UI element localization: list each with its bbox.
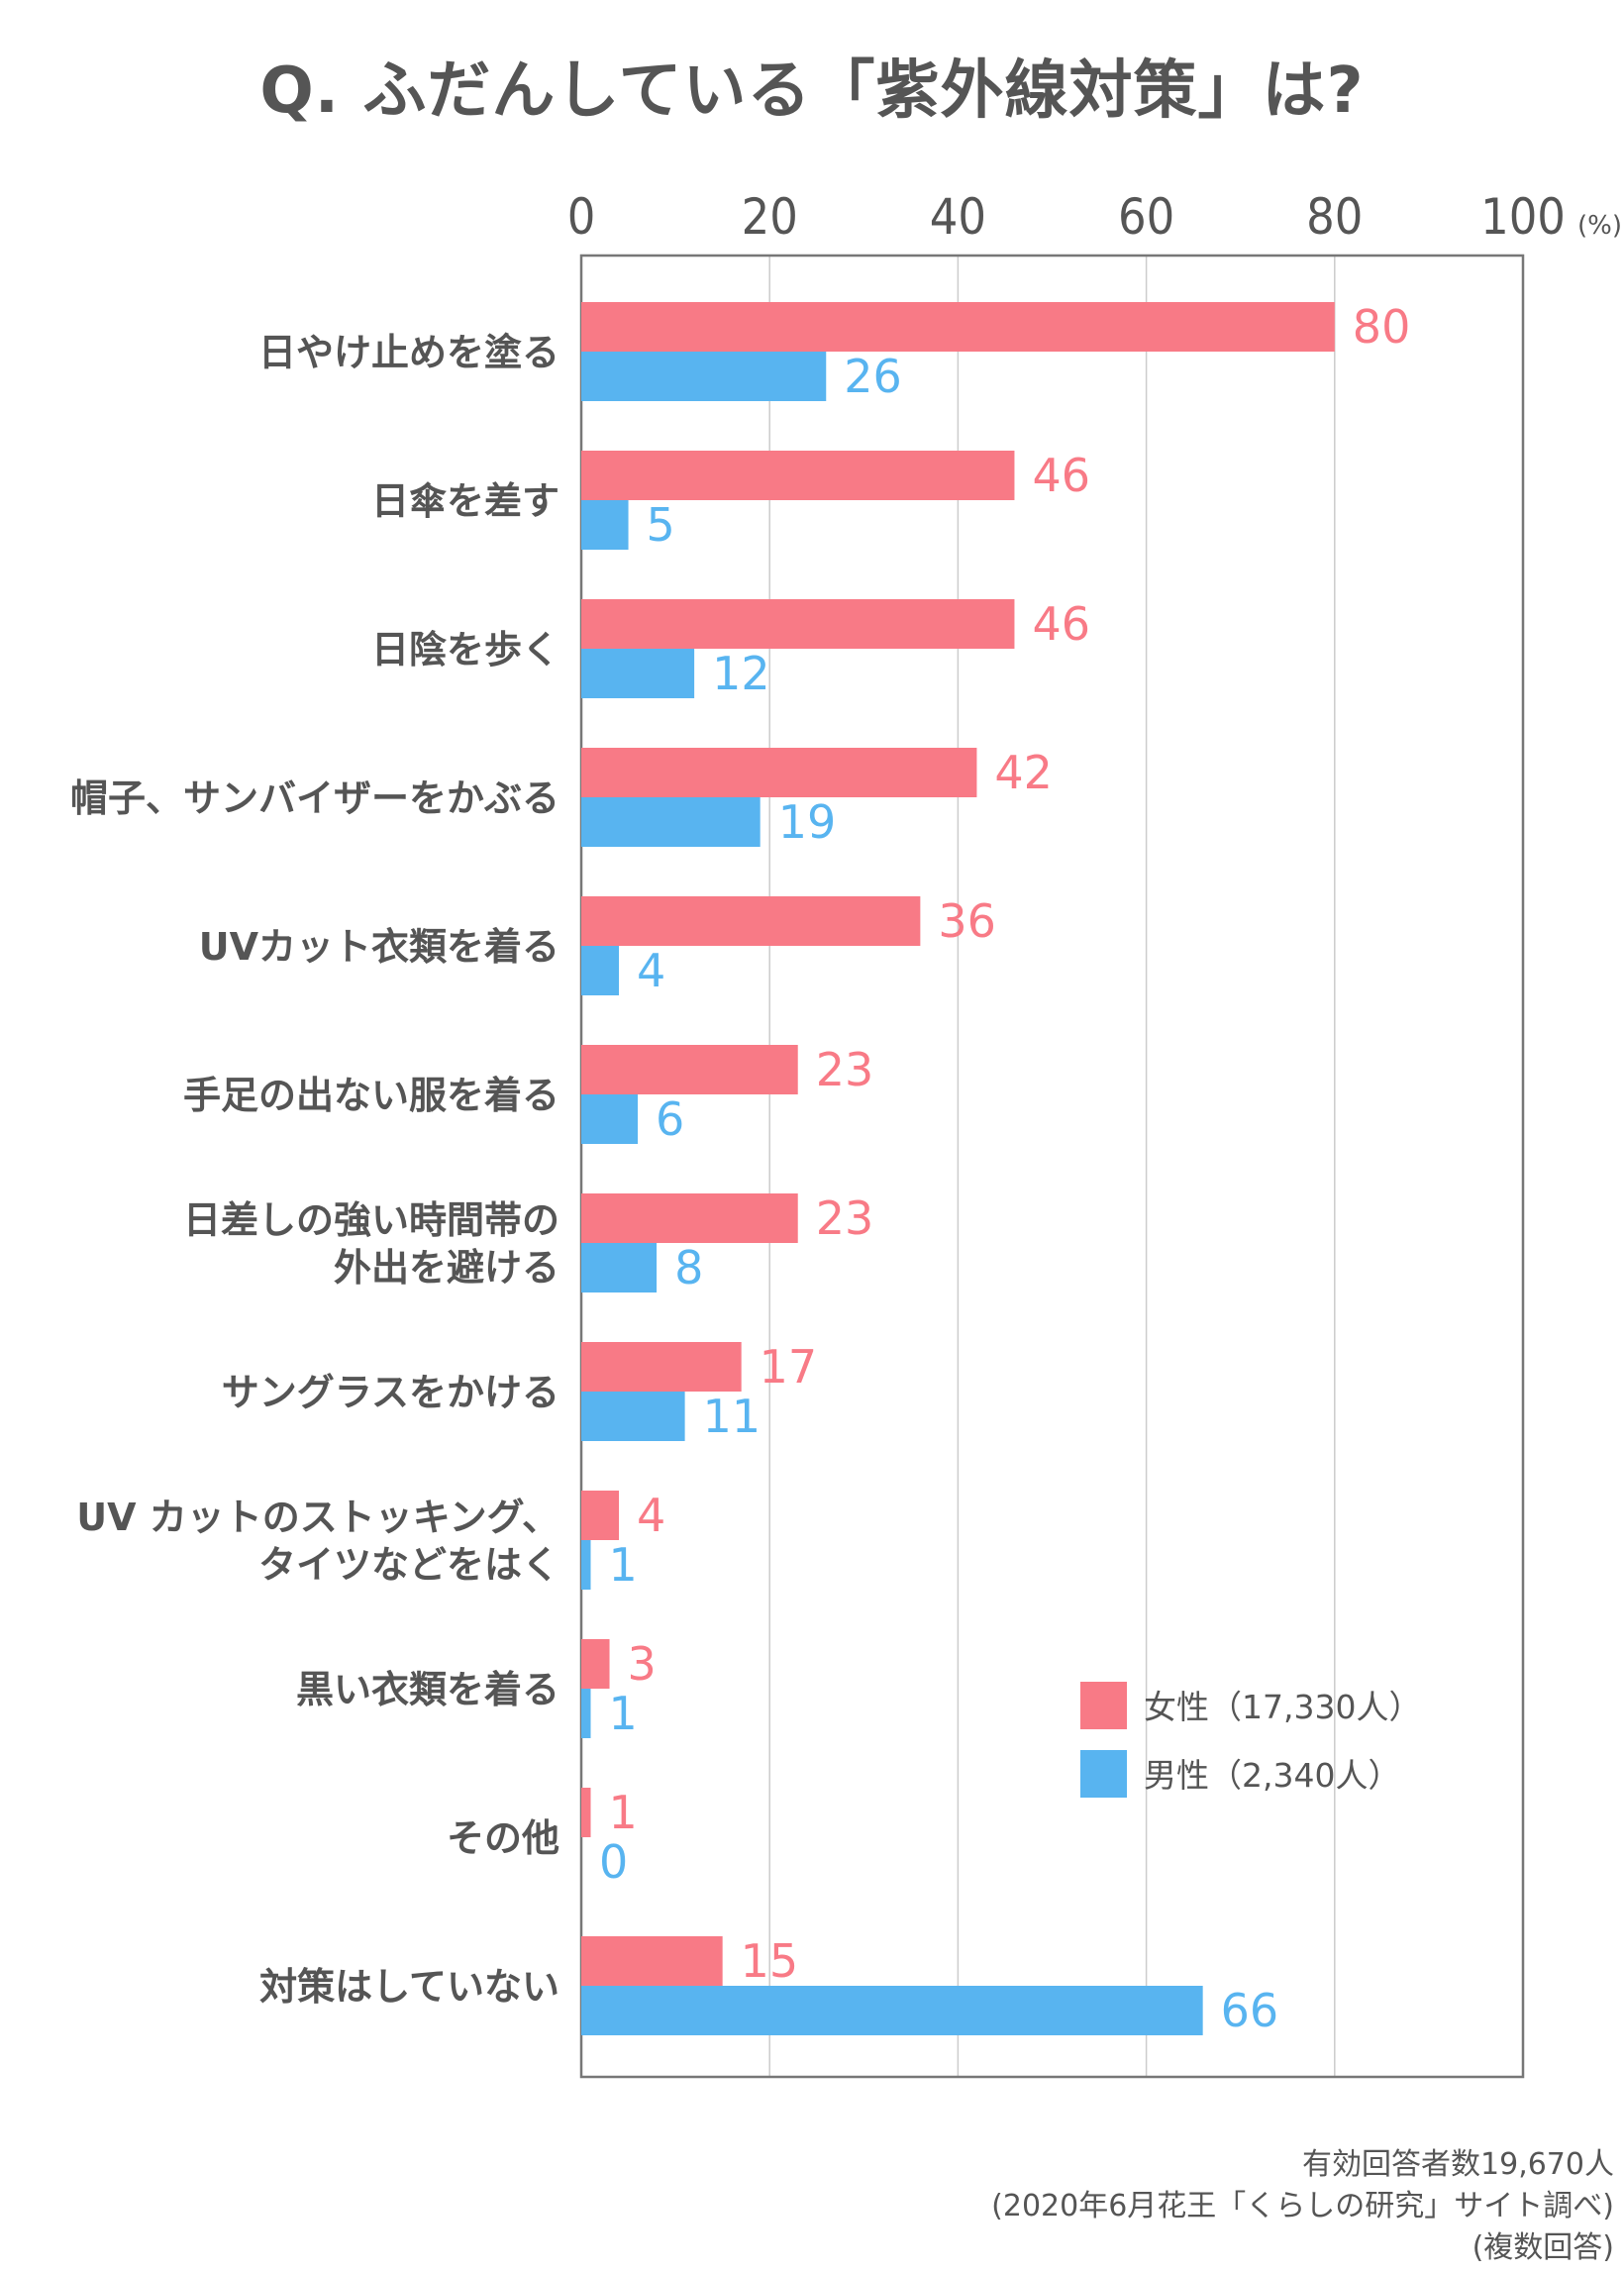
x-unit-label: (%): [1577, 211, 1622, 241]
data-label: 6: [656, 1092, 684, 1146]
data-label: 3: [628, 1637, 657, 1691]
bar-female: [581, 302, 1335, 352]
bar-male: [581, 1243, 658, 1292]
data-label: 4: [637, 1489, 665, 1542]
data-label: 36: [938, 894, 996, 948]
data-label: 23: [816, 1043, 874, 1096]
category-label: 日傘を差す: [371, 479, 559, 523]
legend-swatch: [1080, 1750, 1127, 1798]
bar-female: [581, 599, 1015, 649]
data-label: 4: [637, 944, 665, 997]
legend-swatch: [1080, 1682, 1127, 1729]
bar-female: [581, 896, 921, 946]
bar-female: [581, 1788, 591, 1837]
data-label: 66: [1221, 1984, 1279, 2037]
data-label: 11: [703, 1390, 761, 1443]
bar-male: [581, 1540, 591, 1590]
category-label: 日やけ止めを塗る: [258, 331, 559, 374]
category-label: UVカット衣類を着る: [199, 925, 559, 969]
data-label: 0: [599, 1835, 628, 1889]
legend-label: 男性（2,340人）: [1144, 1756, 1400, 1795]
data-label: 8: [674, 1241, 703, 1294]
category-label: 手足の出ない服を着る: [183, 1074, 559, 1117]
x-tick-label: 40: [930, 188, 986, 246]
data-label: 1: [609, 1538, 638, 1592]
plot-frame: [579, 254, 1525, 2079]
bar-male: [581, 649, 695, 698]
bar-female: [581, 748, 977, 797]
category-label: サングラスをかける: [222, 1371, 559, 1414]
x-tick-label: 0: [567, 188, 596, 246]
category-label: 帽子、サンバイザーをかぶる: [70, 776, 559, 820]
x-tick-label: 100: [1480, 188, 1566, 246]
data-label: 80: [1353, 300, 1411, 354]
bar-female: [581, 1193, 798, 1243]
bar-male: [581, 797, 761, 847]
data-label: 46: [1032, 449, 1090, 502]
category-label: その他: [447, 1816, 559, 1860]
data-label: 1: [609, 1687, 638, 1740]
data-label: 15: [741, 1934, 799, 1988]
data-label: 5: [647, 498, 675, 552]
category-label: 黒い衣類を着る: [296, 1668, 559, 1711]
bar-male: [581, 1094, 639, 1144]
chart-title-text: Q. ふだんしている「紫外線対策」は?: [259, 54, 1365, 128]
data-label: 23: [816, 1191, 874, 1245]
data-label: 1: [609, 1786, 638, 1839]
x-tick-label: 60: [1118, 188, 1174, 246]
footer-note: (複数回答): [1472, 2230, 1614, 2265]
bar-female: [581, 1639, 610, 1689]
bar-male: [581, 352, 827, 401]
bar-female: [581, 1936, 723, 1986]
x-tick-label: 20: [742, 188, 798, 246]
category-label: 外出を避ける: [334, 1246, 559, 1290]
bar-male: [581, 946, 620, 995]
bar-female: [581, 1045, 798, 1094]
bar-male: [581, 1689, 591, 1738]
footer-source: (2020年6月花王「くらしの研究」サイト調べ): [991, 2189, 1614, 2223]
category-label: 日陰を歩く: [371, 628, 559, 672]
data-label: 26: [844, 350, 902, 403]
bar-male: [581, 500, 629, 550]
bar-female: [581, 1491, 620, 1540]
data-label: 17: [760, 1340, 818, 1394]
data-label: 42: [994, 746, 1053, 799]
category-label: 対策はしていない: [259, 1965, 559, 2009]
category-label: UV カットのストッキング、: [76, 1496, 559, 1539]
legend-label: 女性（17,330人）: [1144, 1688, 1421, 1726]
data-label: 46: [1032, 597, 1090, 651]
bar-male: [581, 1986, 1203, 2035]
category-label: 日差しの強い時間帯の: [183, 1198, 559, 1242]
footer-respondents: 有効回答者数19,670人: [1302, 2147, 1614, 2182]
data-label: 19: [778, 795, 837, 849]
x-tick-label: 80: [1306, 188, 1363, 246]
category-label: タイツなどをはく: [258, 1543, 559, 1587]
data-label: 12: [712, 647, 770, 700]
bar-male: [581, 1392, 685, 1441]
bar-female: [581, 1342, 742, 1392]
bar-female: [581, 451, 1015, 500]
